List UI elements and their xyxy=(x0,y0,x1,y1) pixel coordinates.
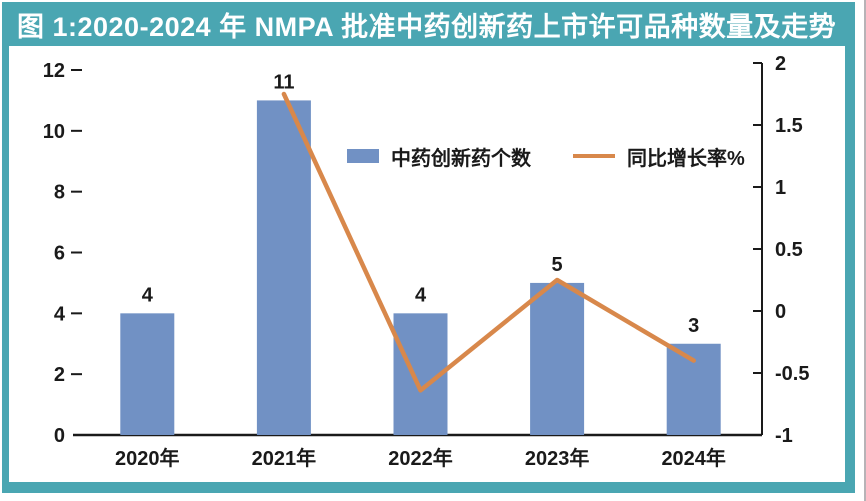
left-axis-tick-label: 12 xyxy=(43,60,65,82)
bar-data-label: 4 xyxy=(415,284,427,306)
bar-2024年 xyxy=(666,343,721,435)
x-axis-category-label: 2022年 xyxy=(388,446,453,470)
left-axis-tick-label: 6 xyxy=(54,243,65,265)
right-axis-tick-label: 0.5 xyxy=(775,239,803,261)
left-axis-tick-label: 8 xyxy=(54,182,65,204)
left-axis-tick-label: 2 xyxy=(54,364,65,386)
chart-area: 0 2 4 6 8 10 12 -1 -0.5 0 0.5 1 1.5 2 4 2020年 11 2021年 4 20… xyxy=(9,46,845,482)
legend: 中药创新药个数 同比增长率% xyxy=(347,143,745,170)
x-axis-category-label: 2020年 xyxy=(115,446,180,470)
right-axis-tick-label: -1 xyxy=(775,425,793,447)
line-legend-swatch xyxy=(573,154,615,158)
bar-data-label: 3 xyxy=(688,315,699,337)
bar-data-label: 11 xyxy=(273,71,294,93)
figure-title: 图 1:2020-2024 年 NMPA 批准中药创新药上市许可品种数量及走势 xyxy=(17,11,837,42)
line-legend-label: 同比增长率% xyxy=(627,147,745,170)
left-axis-tick-label: 0 xyxy=(54,425,65,447)
left-axis-tick-label: 4 xyxy=(54,303,66,325)
bar-data-label: 5 xyxy=(552,254,563,276)
bar-2023年 xyxy=(530,282,585,435)
x-axis-category-label: 2024年 xyxy=(661,446,726,470)
x-axis-category-label: 2021年 xyxy=(252,446,317,470)
bar-2020年 xyxy=(120,313,175,435)
bar-2021年 xyxy=(256,100,311,435)
page-right-edge xyxy=(864,0,866,501)
bar-legend-swatch xyxy=(347,149,379,163)
left-axis-tick-label: 10 xyxy=(43,121,65,143)
bar-data-label: 4 xyxy=(142,284,154,306)
right-axis-tick-label: 1 xyxy=(775,177,786,199)
right-axis-tick-label: 1.5 xyxy=(775,115,803,137)
combo-chart: 0 2 4 6 8 10 12 -1 -0.5 0 0.5 1 1.5 2 4 2020年 11 2021年 4 20… xyxy=(43,53,810,470)
growth-rate-line xyxy=(281,91,696,393)
x-axis-category-label: 2023年 xyxy=(525,446,590,470)
bar-legend-label: 中药创新药个数 xyxy=(391,147,531,170)
right-axis-tick-label: -0.5 xyxy=(775,363,809,385)
right-axis-tick-label: 2 xyxy=(775,53,786,75)
figure-title-bar: 图 1:2020-2024 年 NMPA 批准中药创新药上市许可品种数量及走势 xyxy=(2,2,855,46)
figure: 图 1:2020-2024 年 NMPA 批准中药创新药上市许可品种数量及走势 … xyxy=(2,2,855,493)
right-axis-tick-label: 0 xyxy=(775,301,786,323)
